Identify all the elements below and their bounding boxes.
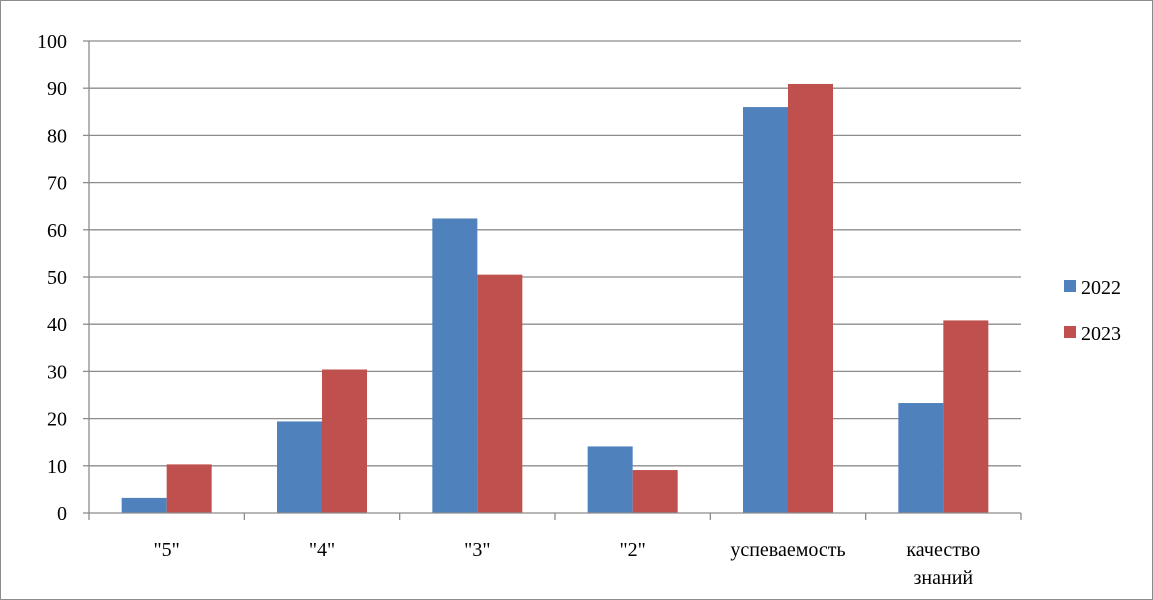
x-tick-label: качество (906, 539, 980, 561)
x-tick-label: "3" (464, 539, 490, 561)
y-tick-labels: 0 10 20 30 40 50 60 70 80 90 100 (37, 31, 67, 525)
legend-label: 2023 (1081, 323, 1121, 345)
bar-2022-1 (277, 421, 322, 513)
x-tick-label: успеваемость (730, 539, 845, 561)
axes (83, 40, 1022, 520)
y-tick-label: 90 (47, 78, 67, 100)
bar-2022-3 (587, 446, 633, 513)
y-tick-label: 0 (57, 503, 67, 525)
x-tick-labels: "5" "4" "3" "2" успеваемость качество знаний (154, 539, 981, 589)
bar-2022-5 (898, 403, 944, 513)
bar-2022-4 (743, 107, 788, 513)
y-tick-label: 50 (47, 267, 67, 289)
x-tick-label: "2" (620, 539, 646, 561)
bar-2023-3 (632, 470, 678, 513)
bar-2023-0 (166, 464, 212, 513)
y-tick-label: 70 (47, 173, 67, 195)
legend-label: 2022 (1081, 277, 1121, 299)
bar-2022-2 (432, 218, 478, 514)
x-tick-label: знаний (914, 567, 974, 589)
bar-2023-4 (788, 83, 833, 514)
bar-2023-1 (322, 369, 367, 513)
y-tick-label: 100 (37, 31, 67, 53)
bar-2023-2 (477, 274, 523, 513)
legend-swatch-2023 (1064, 326, 1076, 338)
x-tick-label: "5" (154, 539, 180, 561)
legend: 2022 2023 (1064, 277, 1121, 345)
bar-2022-0 (121, 497, 167, 513)
gridlines (89, 40, 1021, 467)
y-tick-label: 60 (47, 220, 67, 242)
bar-2023-5 (943, 320, 989, 513)
y-tick-label: 20 (47, 409, 67, 431)
y-tick-label: 10 (47, 456, 67, 478)
y-tick-label: 30 (47, 361, 67, 383)
y-tick-label: 40 (47, 314, 67, 336)
x-tick-label: "4" (309, 539, 335, 561)
legend-swatch-2022 (1064, 280, 1076, 292)
bars (121, 83, 989, 514)
y-tick-label: 80 (47, 125, 67, 147)
